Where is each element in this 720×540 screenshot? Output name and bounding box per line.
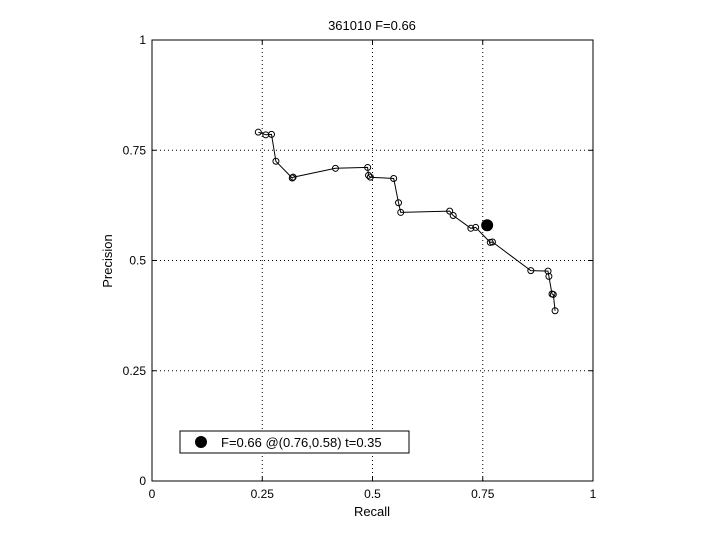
best-f-point	[481, 219, 494, 232]
legend-marker	[195, 436, 207, 448]
x-tick-label: 0	[149, 487, 156, 501]
legend-label: F=0.66 @(0.76,0.58) t=0.35	[221, 435, 382, 450]
pr-point-marker	[472, 223, 480, 231]
pr-point-marker	[289, 173, 297, 181]
pr-point-marker	[544, 267, 552, 275]
y-axis-label: Precision	[100, 234, 115, 287]
pr-point-marker	[467, 224, 475, 232]
x-tick-label: 1	[590, 487, 597, 501]
best-f-marker	[481, 219, 494, 232]
chart-title: 361010 F=0.66	[328, 18, 416, 33]
pr-curve	[254, 128, 559, 315]
legend-box	[179, 430, 410, 454]
pr-point-marker	[545, 272, 553, 280]
pr-point-marker	[254, 128, 262, 136]
pr-point-marker	[449, 212, 457, 220]
pr-point-marker	[268, 130, 276, 138]
pr-point-marker	[549, 290, 557, 298]
grid	[152, 40, 593, 481]
pr-point-marker	[488, 238, 496, 246]
pr-point-marker	[364, 163, 372, 171]
pr-curve-line	[258, 131, 556, 311]
x-tick-labels: 0 0.25 0.5 0.75 1	[149, 487, 597, 501]
pr-point-marker	[390, 174, 398, 182]
pr-point-marker	[288, 174, 296, 182]
y-tick-label: 0.75	[123, 143, 147, 157]
pr-point-marker	[272, 157, 280, 165]
plot-frame	[151, 39, 594, 482]
y-tick-label: 0.25	[123, 364, 147, 378]
x-tick-label: 0.5	[364, 487, 381, 501]
y-tick-labels: 0 0.25 0.5 0.75 1	[123, 33, 147, 488]
pr-point-marker	[551, 307, 559, 315]
pr-point-marker	[395, 199, 403, 207]
y-tick-label: 0	[139, 474, 146, 488]
x-tick-label: 0.75	[471, 487, 495, 501]
legend: F=0.66 @(0.76,0.58) t=0.35	[179, 430, 410, 454]
pr-point-marker	[446, 207, 454, 215]
pr-point-marker	[397, 208, 405, 216]
x-tick-label: 0.25	[251, 487, 275, 501]
y-tick-label: 0.5	[129, 254, 146, 268]
y-tick-label: 1	[139, 33, 146, 47]
pr-point-marker	[527, 267, 535, 275]
pr-point-marker	[331, 164, 339, 172]
pr-point-marker	[365, 171, 373, 179]
x-axis-label: Recall	[354, 504, 390, 519]
pr-point-marker	[366, 173, 374, 181]
